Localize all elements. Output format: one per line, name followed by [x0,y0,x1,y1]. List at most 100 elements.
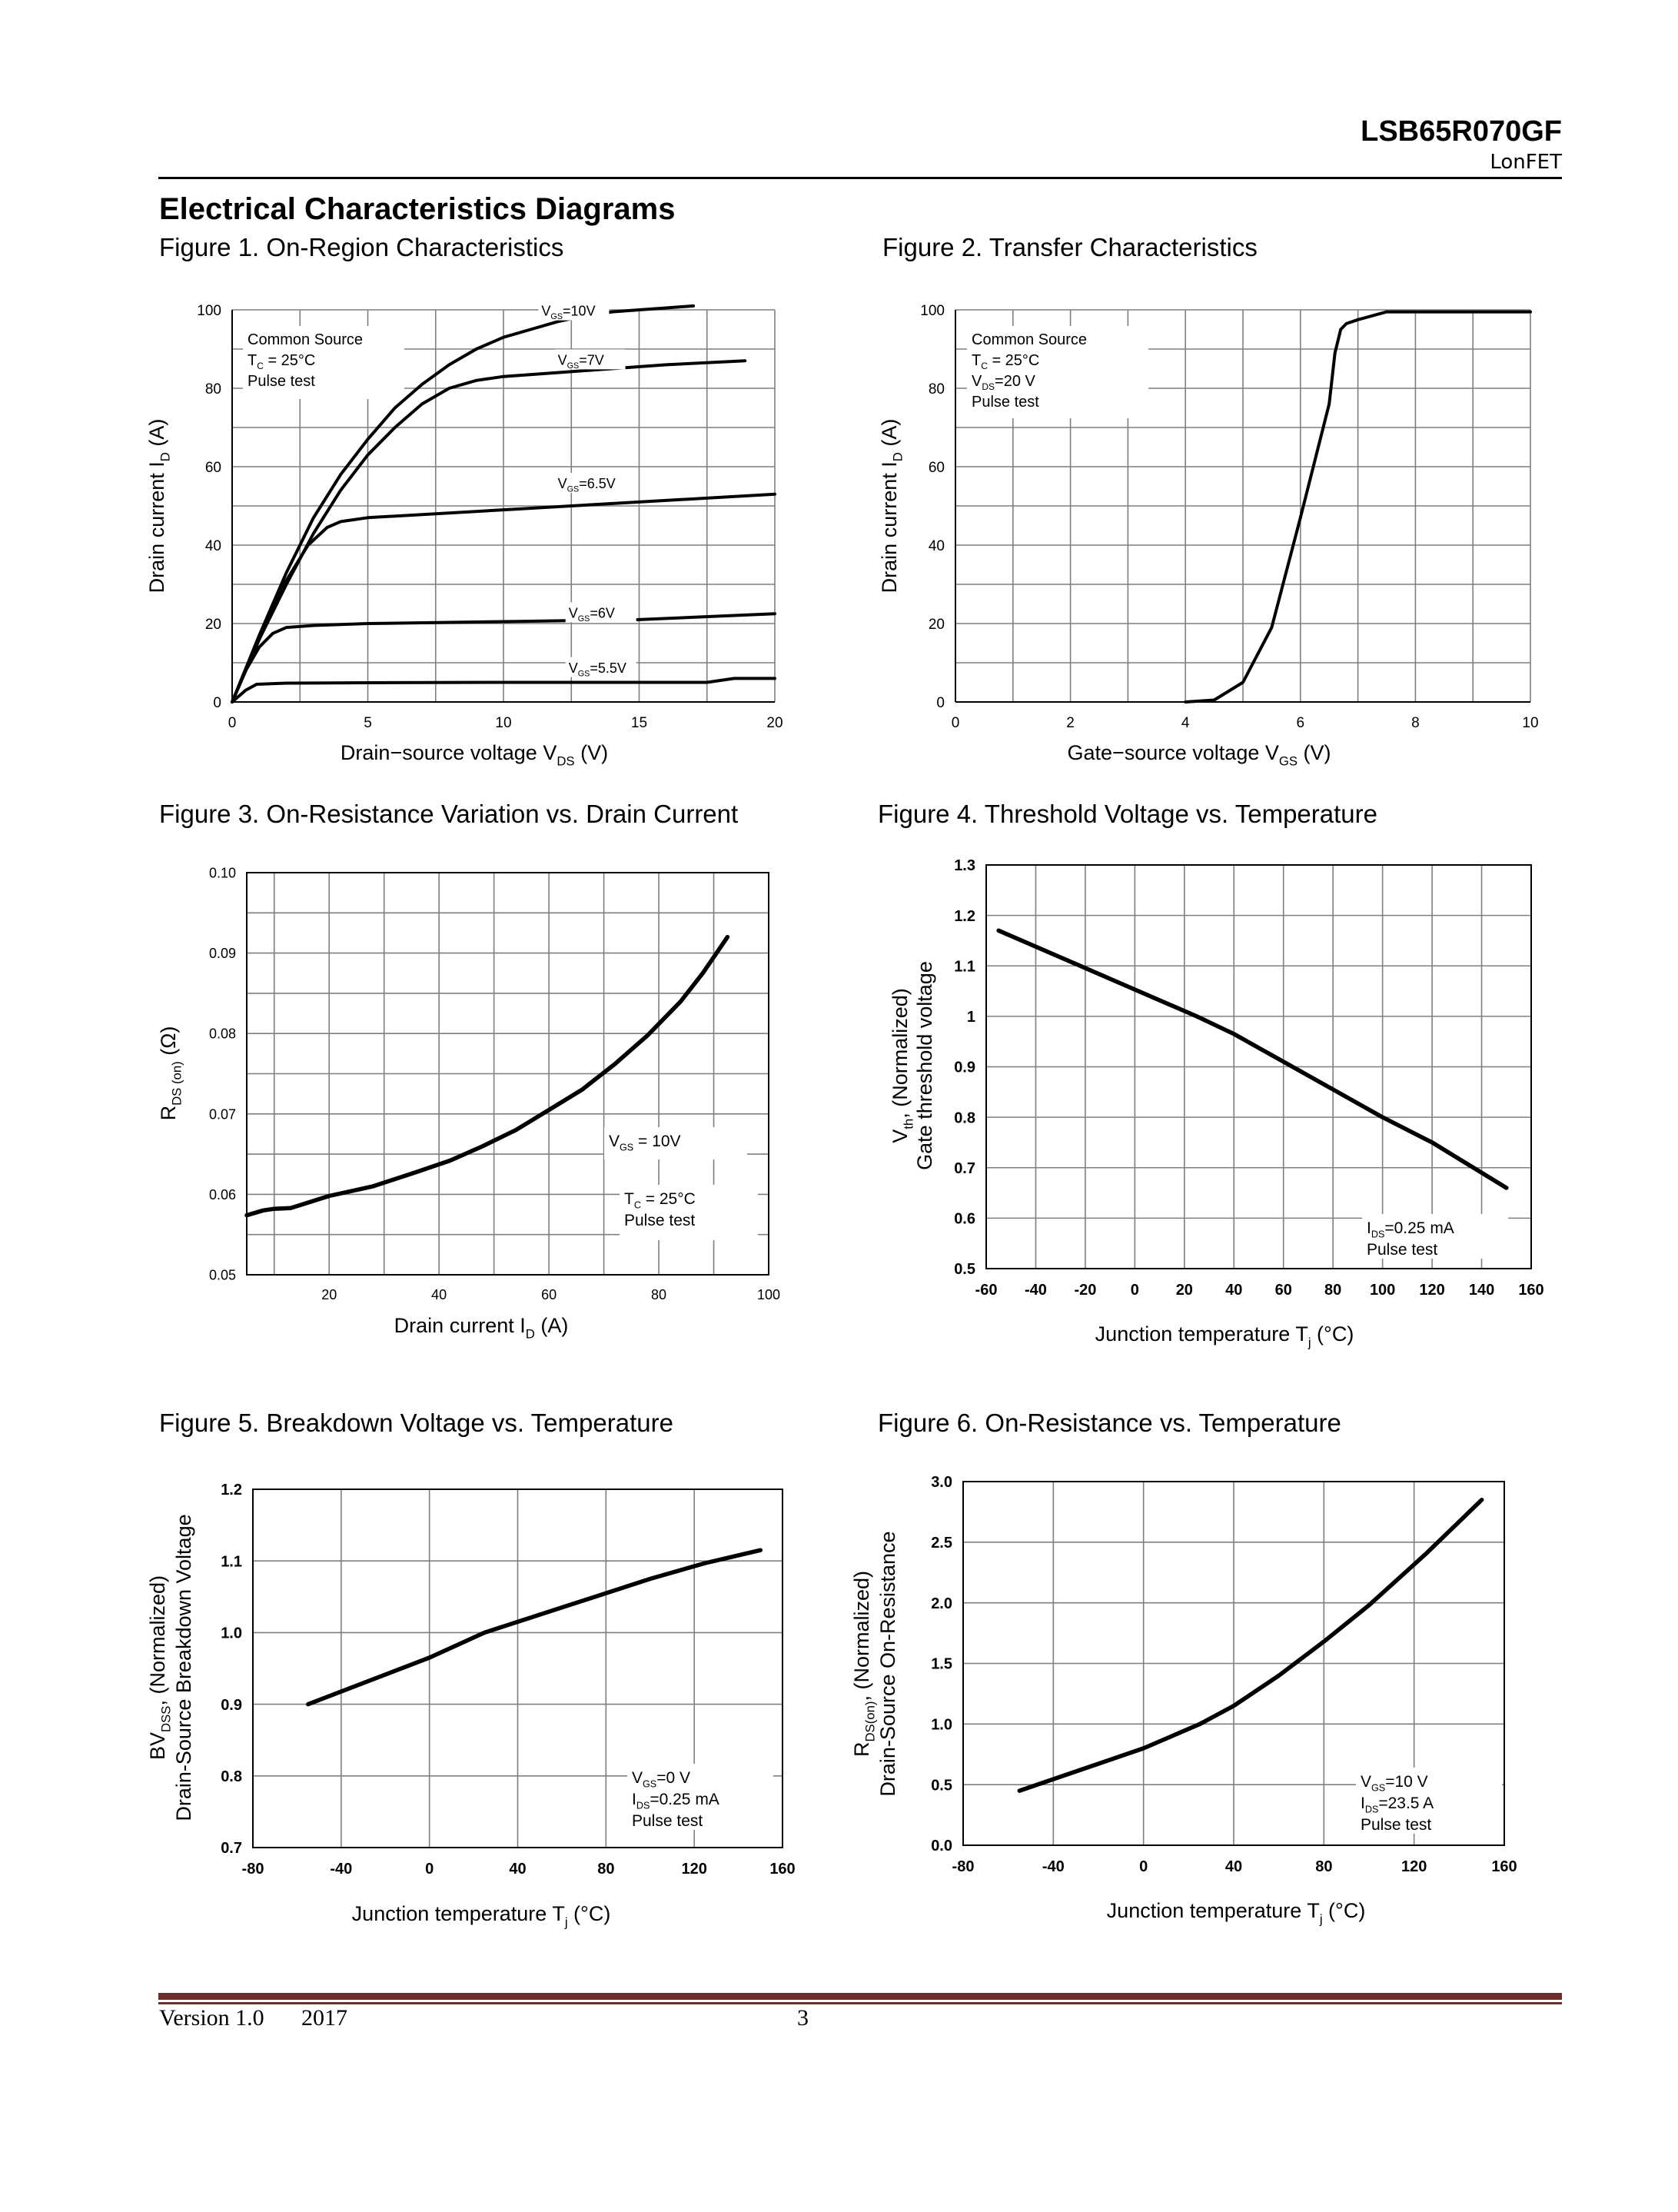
plot-frame [962,1481,1505,1846]
annotation-line: IDS=0.25 mA [632,1791,719,1811]
chart-fig5: -80 -40 0 40 80 120 160 0.7 0.8 0.9 1.0 1.1 1.2 Junct… [146,1482,796,1929]
plot-frame [252,1489,783,1848]
annotation-line: Pulse test [972,394,1039,411]
annotation-line: Pulse test [248,373,315,390]
y-tick-label: 0.9 [954,1059,975,1076]
plot-frame [246,872,769,1276]
y-tick-label: 1.2 [221,1482,242,1499]
figure-1-title: Figure 1. On-Region Characteristics [159,233,564,261]
y-axis-label: BVDSS, (Normalized) [146,1575,174,1760]
x-tick-label: 10 [495,715,511,731]
x-tick-label: 140 [1469,1282,1494,1299]
y-tick-label: 80 [205,381,221,397]
figure-6-title: Figure 6. On-Resistance vs. Temperature [878,1409,1341,1437]
y-tick-label: 60 [205,460,221,476]
x-tick-label: 120 [1401,1858,1427,1875]
x-axis-label: Junction temperature Tj (°C) [352,1902,611,1930]
y-tick-label: 0.0 [931,1838,952,1854]
x-tick-label: -20 [1074,1282,1096,1299]
x-tick-label: 6 [1297,715,1305,731]
y-tick-label: 0.10 [209,865,236,880]
chart-fig6: -80 -40 0 40 80 120 160 0.0 0.5 1.0 1.5 2.0 2.5 3.0 Ju… [850,1474,1517,1926]
y-tick-label: 0 [936,695,945,711]
y-axis-label: Drain current ID (A) [878,419,905,594]
chart-fig3: 20 40 60 80 100 0.05 0.06 0.07 0.08 0.09 0.10 Drain… [157,865,780,1341]
y-tick-label: 2.5 [931,1535,952,1552]
x-tick-label: -40 [1025,1282,1047,1299]
annotation-line: TC = 25°C [248,352,315,371]
y-tick-label: 0 [213,695,221,711]
chart-fig4: -60 -40 -20 0 20 40 60 80 100 120 140 160 0.5 0.6 0.7 0… [889,857,1544,1349]
annotation-bg [243,326,404,399]
x-tick-label: 80 [651,1287,666,1302]
series-line-0 [1184,310,1532,704]
footer-version: Version 1.0 [159,2005,264,2031]
y-tick-label: 1.3 [954,857,975,874]
y-tick-label: 0.8 [954,1109,975,1126]
x-tick-label: 40 [1225,1858,1242,1875]
figure-4-title: Figure 4. Threshold Voltage vs. Temperat… [878,800,1377,828]
figure-3-title: Figure 3. On-Resistance Variation vs. Dr… [159,800,739,828]
x-tick-label: 0 [228,715,237,731]
x-axis-label: Junction temperature Tj (°C) [1107,1899,1366,1927]
y-tick-label: 40 [205,538,221,554]
y-axis-label-secondary: Drain-Source Breakdown Voltage [172,1514,195,1821]
series-label-bg [565,657,636,677]
x-tick-label: 40 [431,1287,447,1302]
y-tick-label: 60 [929,460,945,476]
y-tick-label: 0.5 [954,1261,975,1278]
y-tick-label: 0.7 [221,1840,242,1857]
x-tick-label: 0 [1139,1858,1148,1875]
y-axis-label-secondary: Drain-Source On-Resistance [876,1531,899,1796]
y-axis-label: Vth, (Normalized) [889,988,916,1143]
x-tick-label: 120 [1419,1282,1444,1299]
series-line-0 [244,934,730,1218]
footer-divider-thick [158,1993,1562,2000]
x-tick-label: 10 [1522,715,1538,731]
x-tick-label: 80 [1315,1858,1332,1875]
brand-name: LonFET [1490,151,1562,174]
y-tick-label: 1.5 [931,1656,952,1673]
y-tick-label: 20 [929,617,945,633]
x-tick-label: 20 [766,715,783,731]
series-label: VGS=6.5V [558,476,616,494]
series-line-0 [306,1548,763,1707]
series-line-4 [231,677,776,704]
series-line-1 [231,359,747,704]
x-axis-label: Drain−source voltage VDS (V) [341,741,608,769]
x-tick-label: 160 [1518,1282,1543,1299]
series-label-bg [565,602,636,623]
y-tick-label: 0.8 [221,1768,242,1785]
annotation-bg [1356,1768,1502,1834]
footer-year: 2017 [301,2005,347,2031]
y-tick-label: 0.06 [209,1187,236,1202]
annotation-line: Common Source [248,331,363,348]
y-tick-label: 0.07 [209,1106,236,1122]
y-tick-label: 0.05 [209,1267,236,1282]
y-tick-label: 0.5 [931,1777,952,1794]
series-label: VGS=10V [541,304,595,322]
series-label-bg [554,473,626,494]
x-tick-label: 20 [321,1287,337,1302]
y-tick-label: 100 [920,303,945,319]
y-tick-label: 0.7 [954,1160,975,1177]
y-tick-label: 0.6 [954,1211,975,1228]
x-tick-label: 100 [1370,1282,1395,1299]
x-axis-label: Drain current ID (A) [394,1314,569,1342]
figure-5-title: Figure 5. Breakdown Voltage vs. Temperat… [159,1409,673,1437]
x-tick-label: 0 [1131,1282,1139,1299]
x-axis-label: Junction temperature Tj (°C) [1095,1322,1354,1350]
x-tick-label: 8 [1411,715,1420,731]
y-tick-label: 1.0 [221,1625,242,1642]
series-label: VGS=7V [558,352,604,371]
footer-divider-thin [158,2002,1562,2004]
annotation-line: Common Source [972,331,1087,348]
footer-page-number: 3 [797,2005,809,2031]
x-tick-label: 40 [509,1861,526,1878]
annotation-line: Pulse test [1367,1241,1437,1259]
part-number-title: LSB65R070GF [1361,115,1562,148]
series-line-0 [1017,1497,1484,1793]
y-tick-label: 1.0 [931,1717,952,1734]
series-line-2 [231,492,776,704]
annotation-bg [627,1764,773,1830]
